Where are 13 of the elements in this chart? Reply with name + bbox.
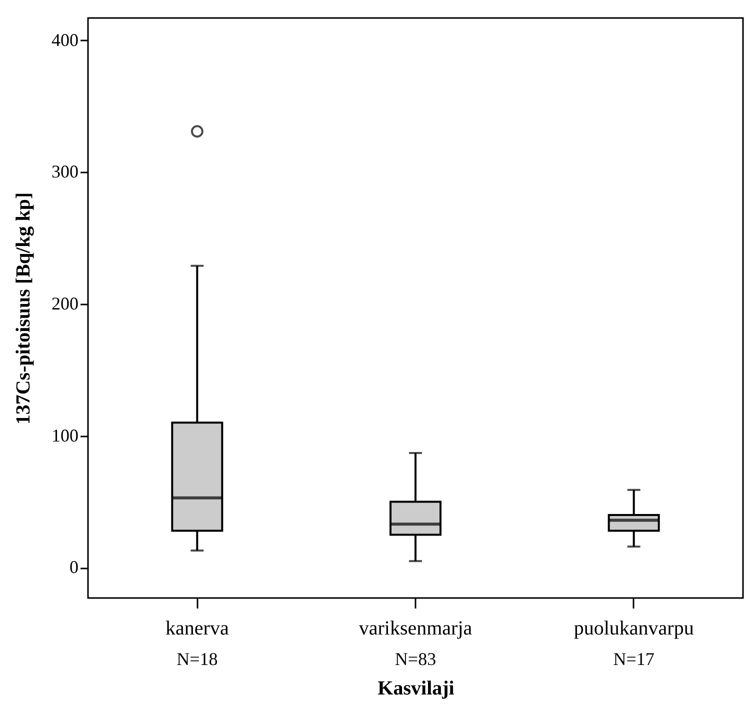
text: N=83 <box>394 649 436 669</box>
x-tick-label: puolukanvarpu <box>574 618 694 640</box>
x-tick-label: variksenmarja <box>358 618 472 640</box>
text: N=18 <box>176 649 218 669</box>
x-axis-title: Kasvilaji <box>378 678 455 700</box>
y-tick-label: 0 <box>70 557 78 578</box>
text: N=17 <box>613 649 654 669</box>
y-tick-label: 400 <box>52 30 78 50</box>
y-tick-label: 100 <box>52 425 78 446</box>
y-axis-title: 137Cs-pitoisuus [Bq/kg kp] <box>12 192 34 425</box>
x-tick-label: kanerva <box>166 618 229 640</box>
y-tick-label: 300 <box>52 162 78 182</box>
y-tick-label: 200 <box>52 294 78 314</box>
